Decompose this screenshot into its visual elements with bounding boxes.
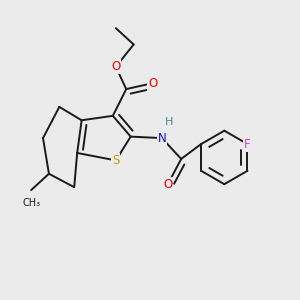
- Text: O: O: [111, 60, 120, 73]
- Text: O: O: [148, 76, 158, 90]
- Text: S: S: [112, 154, 119, 167]
- Text: O: O: [163, 178, 172, 191]
- Text: F: F: [244, 138, 251, 151]
- Text: CH₃: CH₃: [22, 198, 40, 208]
- Text: H: H: [165, 117, 173, 127]
- Text: N: N: [158, 132, 166, 145]
